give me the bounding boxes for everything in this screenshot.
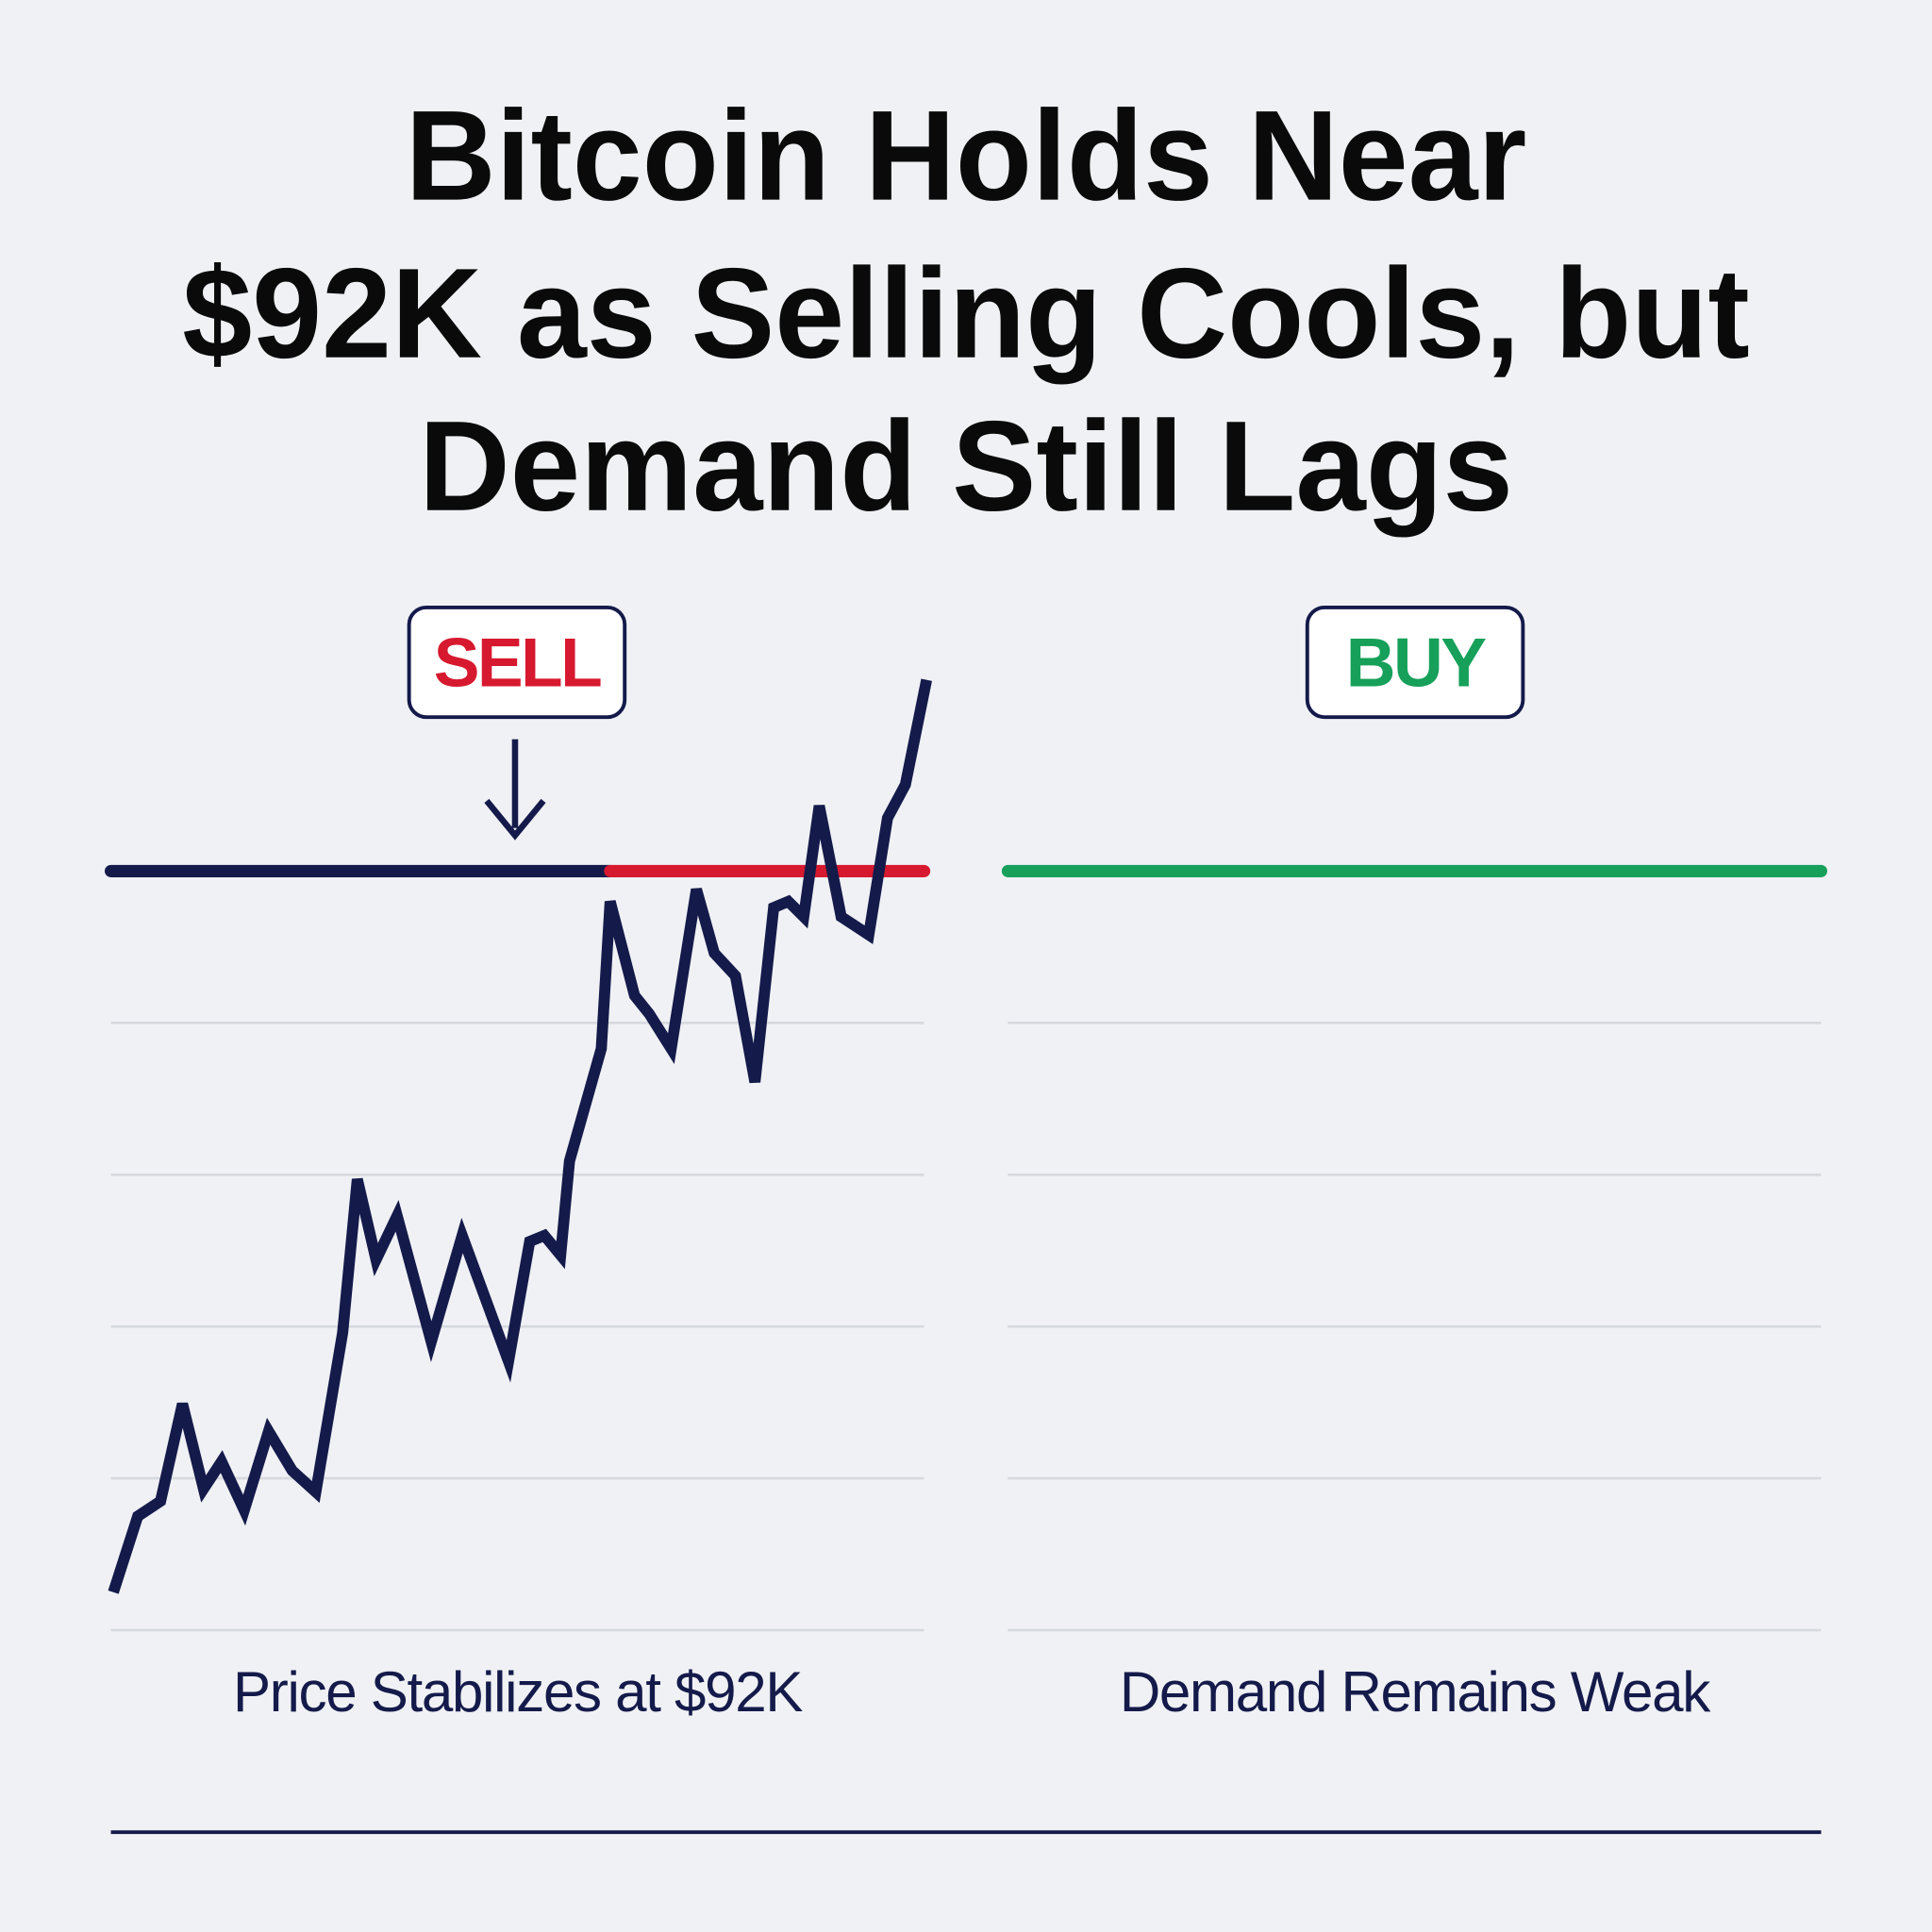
title-line: Bitcoin Holds Near bbox=[406, 84, 1527, 227]
panel-caption: Price Stabilizes at $92K bbox=[233, 1660, 803, 1724]
title-line: Demand Still Lags bbox=[419, 394, 1513, 538]
arrow bbox=[484, 739, 546, 841]
title-line: $92K as Selling Cools, but bbox=[182, 242, 1749, 385]
panel-caption: Demand Remains Weak bbox=[1120, 1660, 1711, 1724]
badge-label: SELL bbox=[434, 625, 601, 702]
badge-box bbox=[1305, 605, 1525, 720]
price-line bbox=[108, 678, 932, 1594]
badge-box bbox=[407, 605, 627, 720]
badge-label: BUY bbox=[1346, 625, 1486, 702]
